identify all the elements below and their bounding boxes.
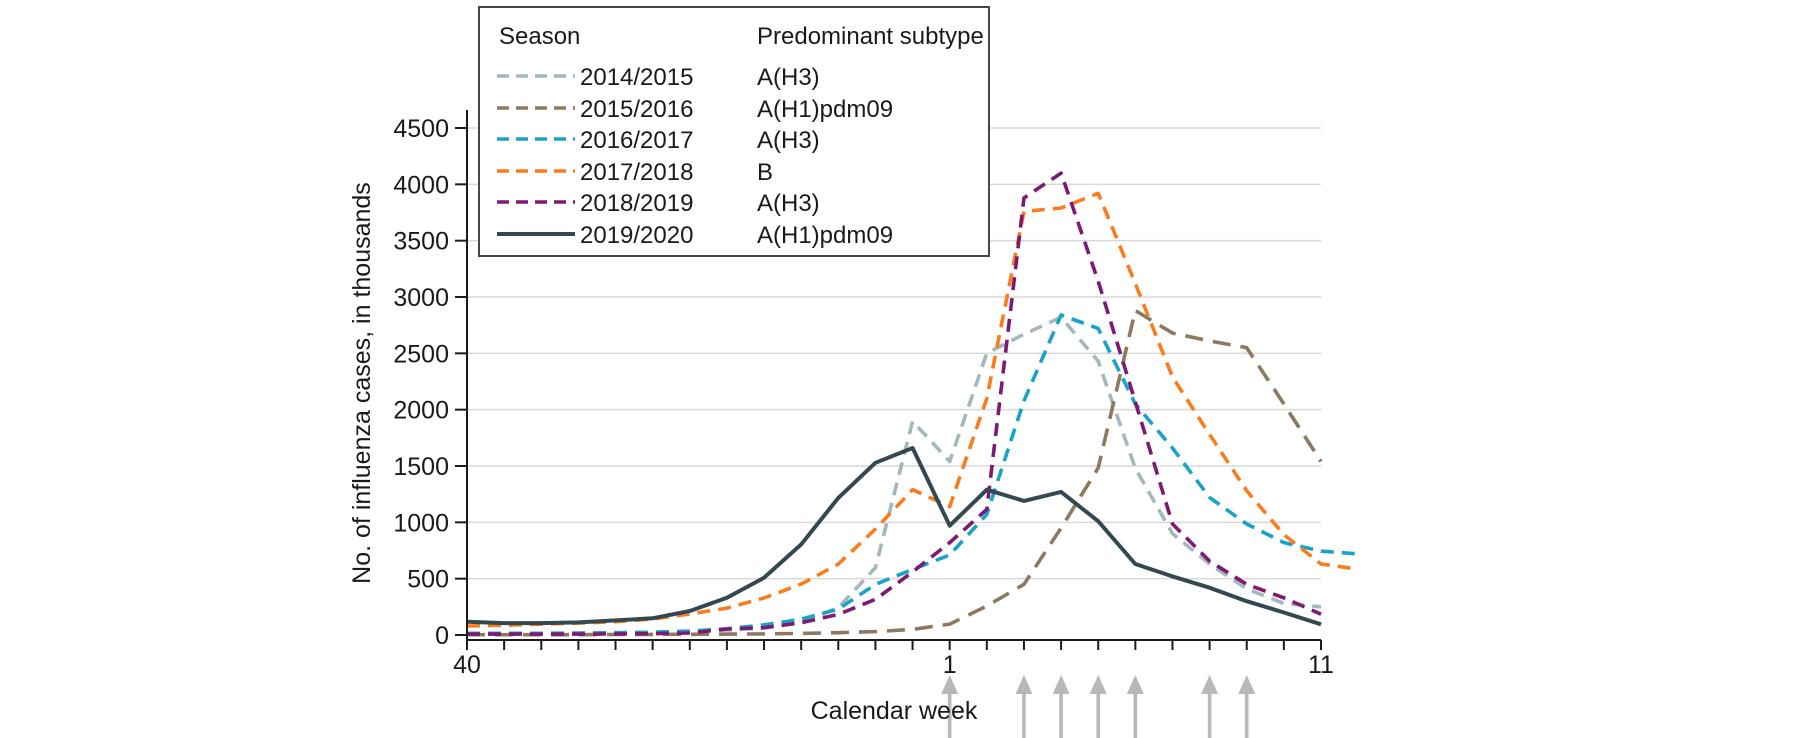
legend-season-label: 2014/2015 <box>580 64 694 91</box>
legend-line-sample <box>497 200 575 204</box>
event-arrow-head <box>1052 675 1070 694</box>
x-tick-label: 40 <box>453 651 481 679</box>
event-arrow-stem <box>1207 690 1212 738</box>
legend-subtype-label: A(H3) <box>757 127 820 154</box>
chart-legend: Season Predominant subtype 2014/2015 A(H3… <box>478 6 990 257</box>
legend-season-label: 2019/2020 <box>580 221 694 249</box>
y-tick-label: 3500 <box>393 228 449 256</box>
legend-row: 2019/2020 A(H1)pdm09 <box>480 221 988 249</box>
legend-subtype-label: B <box>757 158 774 186</box>
legend-line-sample <box>497 137 575 141</box>
legend-line-sample <box>497 74 575 78</box>
legend-subtype-label: A(H3) <box>757 64 820 91</box>
legend-subtype-label: A(H1)pdm09 <box>757 95 894 123</box>
event-arrow-head <box>1015 675 1033 694</box>
x-axis-title: Calendar week <box>811 697 978 725</box>
legend-row: 2015/2016 A(H1)pdm09 <box>480 95 988 123</box>
series-line-2014-2015 <box>467 315 1322 636</box>
legend-subtype-label: A(H1)pdm09 <box>757 221 894 249</box>
y-tick-label: 4500 <box>393 115 449 143</box>
y-axis-title: No. of influenza cases, in thousands <box>348 182 376 584</box>
event-arrow-head <box>1126 675 1144 694</box>
event-arrow-stem <box>1244 690 1249 738</box>
legend-subtype-header: Predominant subtype <box>757 23 984 50</box>
legend-row: 2016/2017 A(H3) <box>480 126 988 154</box>
y-tick-label: 500 <box>407 566 449 594</box>
legend-season-label: 2016/2017 <box>580 127 694 154</box>
legend-line-sample <box>497 231 575 236</box>
series-line-2016-2017 <box>467 313 1359 636</box>
legend-season-header: Season <box>499 23 581 50</box>
series-line-2015-2016 <box>467 308 1323 637</box>
x-tick-label: 11 <box>1308 651 1334 679</box>
y-tick-label: 4000 <box>393 171 449 199</box>
legend-row: 2014/2015 A(H3) <box>480 63 988 91</box>
event-arrow-head <box>941 675 959 694</box>
event-arrow-head <box>1238 675 1256 694</box>
legend-row: 2017/2018 B <box>480 158 988 186</box>
y-tick-label: 3000 <box>393 284 449 312</box>
legend-subtype-label: A(H3) <box>757 190 820 217</box>
legend-line-sample <box>497 105 575 110</box>
y-tick-label: 1500 <box>393 453 449 481</box>
legend-season-label: 2017/2018 <box>580 158 694 186</box>
y-tick-label: 2000 <box>393 397 449 425</box>
legend-season-label: 2018/2019 <box>580 190 694 217</box>
series-line-2018-2019 <box>467 171 1322 636</box>
series-line-2019-2020 <box>466 446 1322 627</box>
y-tick-label: 0 <box>435 622 449 650</box>
legend-row: 2018/2019 A(H3) <box>480 189 988 217</box>
x-tick-label: 1 <box>943 651 957 679</box>
y-tick-label: 2500 <box>393 340 449 368</box>
event-arrow-stem <box>1133 690 1138 738</box>
event-arrow-stem <box>1096 690 1101 738</box>
event-arrow-stem <box>947 690 952 738</box>
legend-line-sample <box>497 168 575 173</box>
event-arrow-stem <box>1022 690 1026 738</box>
y-tick-label: 1000 <box>393 509 449 537</box>
event-arrow-head <box>1089 675 1107 694</box>
event-arrows <box>941 675 1256 738</box>
legend-season-label: 2015/2016 <box>580 95 694 123</box>
series-lines <box>466 171 1359 637</box>
event-arrow-stem <box>1059 690 1063 738</box>
event-arrow-head <box>1201 675 1219 694</box>
